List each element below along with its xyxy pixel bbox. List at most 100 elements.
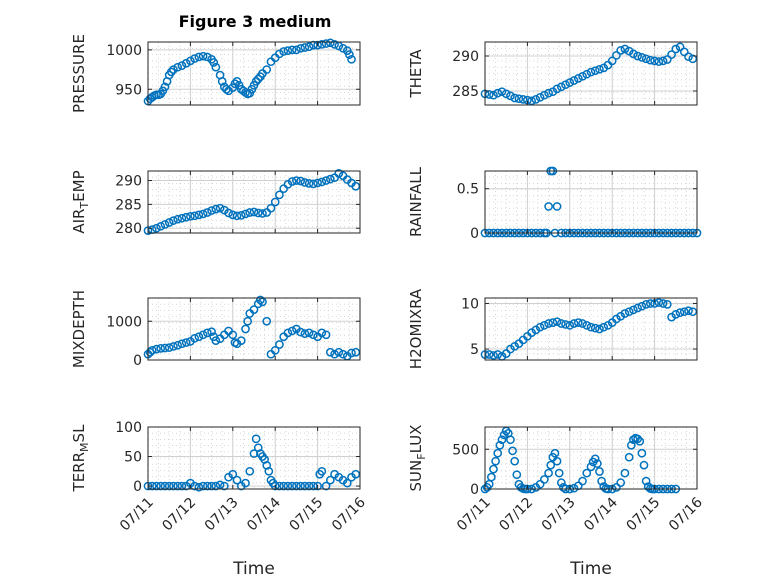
data-point <box>177 61 187 70</box>
data-point <box>565 78 575 87</box>
data-point <box>351 469 361 479</box>
data-point <box>590 454 600 464</box>
data-point <box>211 204 221 214</box>
data-point <box>637 53 647 62</box>
data-point <box>586 322 596 332</box>
data-point <box>338 43 348 53</box>
data-point <box>633 51 642 61</box>
data-point <box>561 320 570 329</box>
data-point <box>147 345 157 355</box>
data-point <box>190 54 199 63</box>
data-point <box>166 67 176 77</box>
data-point <box>679 47 689 57</box>
data-point <box>156 344 166 353</box>
data-point <box>620 309 630 318</box>
data-point <box>275 49 284 59</box>
data-point <box>484 350 494 359</box>
data-point <box>321 39 331 48</box>
data-point <box>317 177 327 187</box>
data-point <box>540 321 549 330</box>
axes-box <box>484 297 698 361</box>
data-point <box>595 64 604 74</box>
data-point <box>198 51 208 61</box>
axes-box <box>147 41 361 106</box>
data-point <box>637 448 647 458</box>
data-point <box>347 348 356 358</box>
data-point <box>249 449 259 458</box>
axes-box <box>484 170 698 234</box>
data-point <box>177 213 187 223</box>
data-point <box>510 93 520 103</box>
data-point <box>569 483 579 493</box>
data-point <box>243 316 252 326</box>
data-point <box>556 319 566 328</box>
data-point <box>313 481 322 491</box>
data-point <box>675 308 685 317</box>
y-tick-label: 100 <box>115 420 142 436</box>
data-point <box>160 220 170 229</box>
data-point <box>253 208 263 218</box>
data-point <box>258 209 267 218</box>
data-point <box>540 90 549 100</box>
subplot-3: 280 285 290 AIRTEMP <box>70 169 361 237</box>
data-point <box>325 347 335 357</box>
data-point <box>590 323 600 333</box>
data-point <box>497 87 507 97</box>
data-point <box>325 38 335 48</box>
y-axis-label: PRESSURE <box>70 34 88 113</box>
data-point <box>487 472 496 482</box>
data-point <box>211 62 221 72</box>
data-point <box>194 52 204 62</box>
data-point <box>241 324 250 334</box>
data-point <box>304 179 314 188</box>
data-point <box>194 210 204 220</box>
y-tick-label: 0 <box>470 226 479 242</box>
data-point <box>181 212 191 222</box>
data-point <box>334 169 344 178</box>
data-point <box>646 55 655 65</box>
data-point <box>597 476 606 486</box>
data-point <box>164 218 174 227</box>
data-point <box>347 54 356 64</box>
data-point <box>493 448 503 458</box>
data-point <box>173 214 183 224</box>
data-point <box>292 176 301 185</box>
data-point <box>667 50 676 59</box>
data-point <box>152 344 161 354</box>
subplot-1: 950 1000 PRESSURE <box>70 34 361 113</box>
axes-box <box>484 41 698 106</box>
data-point <box>152 481 161 491</box>
data-point <box>616 46 626 55</box>
data-point <box>190 333 199 343</box>
data-point <box>224 208 233 218</box>
y-tick-label: 1000 <box>106 314 142 330</box>
data-point <box>527 96 536 106</box>
data-point <box>300 178 310 187</box>
data-point <box>164 481 174 491</box>
data-point <box>675 42 685 52</box>
data-point <box>612 483 621 492</box>
y-tick-label: 285 <box>452 84 479 100</box>
data-point <box>296 43 305 53</box>
data-point <box>635 436 645 446</box>
data-point <box>540 475 549 484</box>
data-point <box>249 305 259 314</box>
data-point <box>565 321 575 330</box>
data-point <box>556 82 566 92</box>
data-point <box>198 481 208 491</box>
x-tick-label: 07/12 <box>496 495 536 535</box>
y-tick-label: 285 <box>115 197 142 213</box>
data-point <box>194 332 204 342</box>
data-point <box>531 95 541 104</box>
data-point <box>599 322 609 332</box>
y-axis-label: MIXDEPTH <box>70 290 88 368</box>
y-tick-label: 950 <box>115 82 142 98</box>
data-point <box>578 71 587 81</box>
data-point <box>573 74 583 83</box>
data-point <box>287 481 297 491</box>
data-point <box>330 40 339 49</box>
y-axis-label: SUNFLUX <box>407 425 428 492</box>
data-point <box>251 77 261 86</box>
subplot-8: 0 500 SUNFLUX 07/11 07/12 07/13 07/14 07/15 07/1… <box>407 425 706 579</box>
